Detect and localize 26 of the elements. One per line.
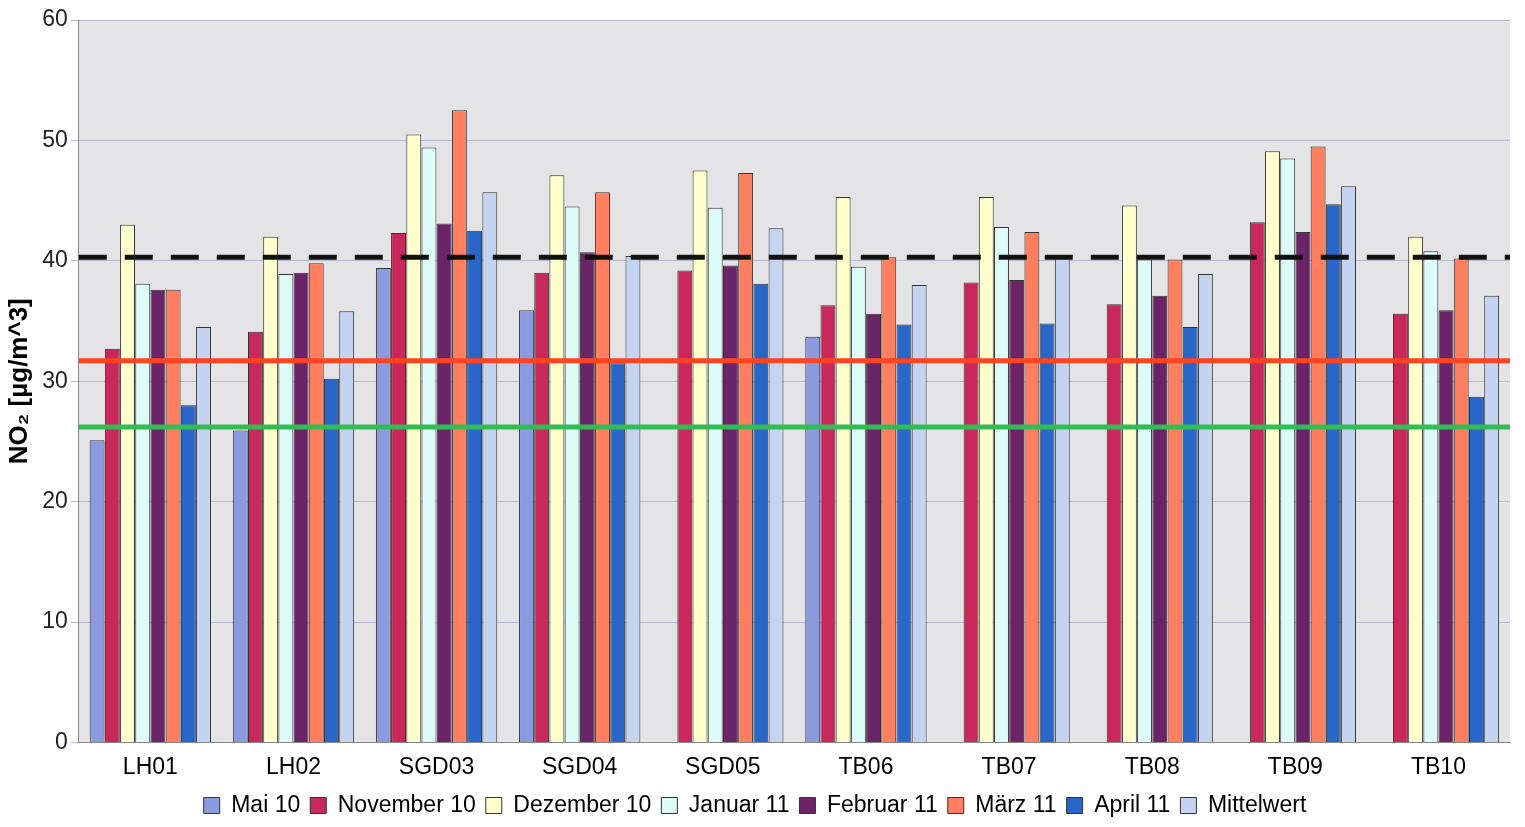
legend-label: April 11 [1094, 790, 1171, 817]
x-tick-label: TB10 [1410, 752, 1466, 779]
legend-label: Dezember 10 [513, 790, 652, 817]
x-tick-label: TB07 [981, 752, 1037, 779]
y-tick-label: 20 [42, 486, 68, 513]
legend-label: Februar 11 [826, 790, 938, 817]
y-tick-label: 0 [54, 727, 68, 754]
x-tick-label: TB06 [838, 752, 894, 779]
y-tick-label: 30 [42, 366, 68, 393]
y-tick-label: 40 [42, 246, 68, 273]
x-tick-label: LH02 [265, 752, 321, 779]
legend-label: Januar 11 [688, 790, 790, 817]
x-tick-label: SGD03 [398, 752, 475, 779]
x-tick-label: LH01 [122, 752, 178, 779]
x-tick-label: TB08 [1124, 752, 1180, 779]
y-tick-label: 50 [42, 125, 68, 152]
y-tick-label: 60 [42, 5, 68, 32]
legend-label: März 11 [975, 790, 1057, 817]
y-tick-label: 10 [42, 607, 68, 634]
legend-label: Mittelwert [1207, 790, 1307, 817]
x-tick-label: SGD05 [685, 752, 761, 779]
x-tick-label: TB09 [1267, 752, 1323, 779]
y-axis-title: NO₂ [µg/m^3] [2, 298, 33, 465]
legend-label: November 10 [337, 790, 476, 817]
x-tick-label: SGD04 [541, 752, 618, 779]
legend-label: Mai 10 [231, 790, 301, 817]
